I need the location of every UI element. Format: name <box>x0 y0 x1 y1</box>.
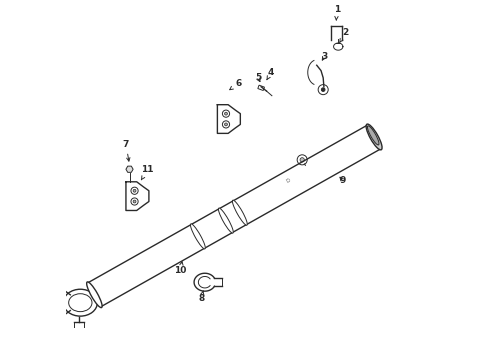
Text: 1: 1 <box>334 5 340 20</box>
Bar <box>258 85 265 90</box>
Ellipse shape <box>87 282 102 307</box>
Text: 4: 4 <box>267 68 274 80</box>
Circle shape <box>321 88 325 91</box>
Ellipse shape <box>232 200 247 225</box>
Text: 11: 11 <box>141 166 154 180</box>
Text: 3: 3 <box>321 52 328 61</box>
Circle shape <box>300 158 304 162</box>
Ellipse shape <box>368 126 379 145</box>
Circle shape <box>133 189 136 192</box>
Text: D: D <box>286 178 291 184</box>
Text: 8: 8 <box>198 291 204 303</box>
Text: 9: 9 <box>340 176 346 185</box>
Circle shape <box>133 200 136 203</box>
Text: 10: 10 <box>174 262 187 275</box>
Text: 6: 6 <box>230 79 242 90</box>
Circle shape <box>224 123 227 126</box>
Ellipse shape <box>191 224 205 249</box>
Circle shape <box>224 112 227 115</box>
Ellipse shape <box>219 208 233 233</box>
Ellipse shape <box>63 289 98 316</box>
Ellipse shape <box>366 124 382 150</box>
Polygon shape <box>126 166 133 172</box>
Text: 2: 2 <box>340 28 348 43</box>
Text: 5: 5 <box>255 73 261 82</box>
Ellipse shape <box>69 294 92 312</box>
Text: 7: 7 <box>123 140 130 161</box>
